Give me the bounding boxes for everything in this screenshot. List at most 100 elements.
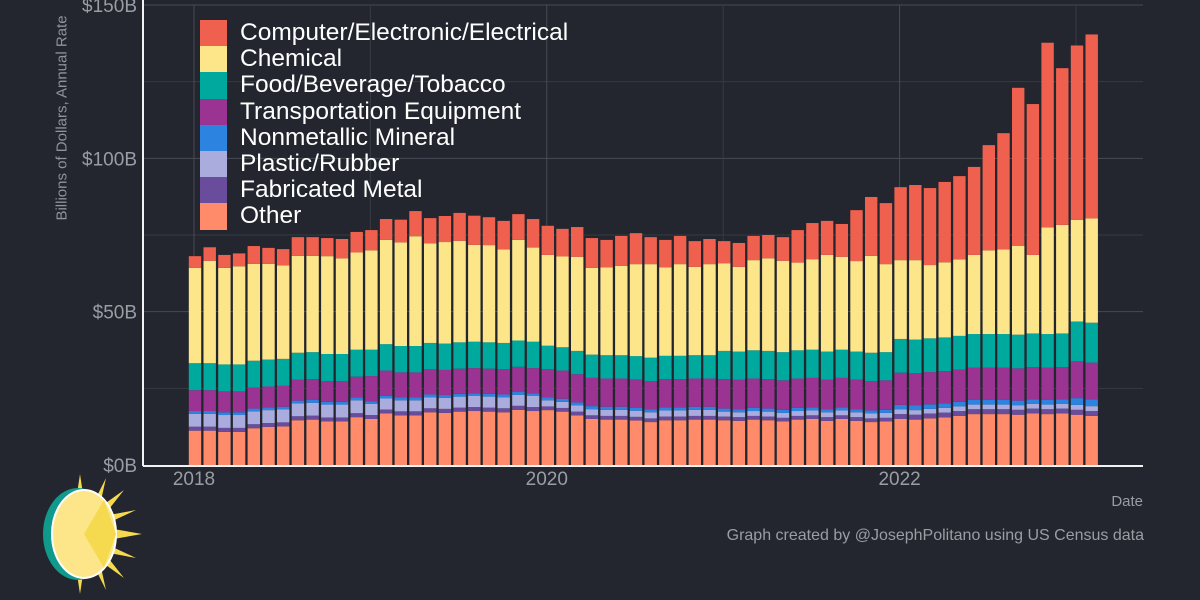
bar-segment-computer-electronic-electrical: [541, 225, 554, 255]
bar-segment-food-beverage-tobacco: [923, 338, 937, 373]
bar-segment-computer-electronic-electrical: [938, 181, 951, 263]
bar-segment-computer-electronic-electrical: [615, 235, 628, 266]
bar-segment-plastic-rubber: [718, 411, 731, 417]
bar-segment-food-beverage-tobacco: [1056, 333, 1069, 368]
bar-segment-food-beverage-tobacco: [203, 363, 216, 391]
bar-segment-transportation-equipment: [820, 379, 834, 410]
bar-segment-nonmetallic-mineral: [997, 399, 1010, 405]
bar-segment-computer-electronic-electrical: [497, 220, 510, 250]
bar-segment-chemical: [571, 256, 584, 351]
bar-segment-nonmetallic-mineral: [438, 395, 452, 398]
bar-segment-plastic-rubber: [850, 412, 863, 418]
bar-segment-computer-electronic-electrical: [659, 239, 672, 268]
bar-segment-food-beverage-tobacco: [806, 349, 819, 378]
bar-segment-plastic-rubber: [365, 403, 378, 416]
bar-segment-plastic-rubber: [820, 412, 834, 418]
bar-segment-food-beverage-tobacco: [1012, 334, 1025, 369]
bar-segment-computer-electronic-electrical: [571, 227, 584, 257]
bar-segment-chemical: [909, 260, 922, 340]
bar-segment-nonmetallic-mineral: [203, 411, 216, 414]
bar-segment-nonmetallic-mineral: [1056, 399, 1069, 404]
legend-swatch: [200, 177, 227, 204]
bar-segment-chemical: [791, 262, 804, 351]
bar-segment-computer-electronic-electrical: [262, 247, 275, 264]
bar-segment-other: [277, 426, 290, 465]
bar-segment-food-beverage-tobacco: [791, 350, 804, 379]
bar-segment-computer-electronic-electrical: [629, 233, 643, 265]
bar-segment-chemical: [1056, 224, 1069, 334]
bar-segment-fabricated-metal: [571, 411, 584, 416]
bar-segment-plastic-rubber: [262, 410, 275, 423]
bar-segment-nonmetallic-mineral: [350, 397, 363, 401]
bar-segment-chemical: [732, 266, 746, 352]
bar-segment-computer-electronic-electrical: [967, 166, 981, 255]
bar-segment-nonmetallic-mineral: [909, 405, 922, 411]
bar-segment-computer-electronic-electrical: [438, 215, 452, 243]
bar-segment-plastic-rubber: [232, 415, 246, 428]
bar-segment-nonmetallic-mineral: [644, 409, 657, 413]
bar-segment-fabricated-metal: [1026, 408, 1040, 414]
bar-segment-transportation-equipment: [791, 378, 804, 408]
bar-segment-computer-electronic-electrical: [718, 241, 731, 264]
bar-segment-transportation-equipment: [659, 379, 672, 408]
bar-segment-chemical: [262, 263, 275, 360]
bar-segment-food-beverage-tobacco: [1026, 333, 1040, 368]
legend-label: Other: [240, 202, 302, 230]
bar-segment-fabricated-metal: [967, 409, 981, 415]
bar-segment-transportation-equipment: [1056, 367, 1069, 400]
bar-segment-other: [806, 419, 819, 465]
bar-segment-plastic-rubber: [556, 401, 569, 408]
bar-segment-chemical: [894, 260, 907, 339]
bar-segment-food-beverage-tobacco: [909, 339, 922, 374]
bar-segment-other: [718, 420, 731, 465]
bar-segment-food-beverage-tobacco: [394, 346, 407, 373]
bar-segment-computer-electronic-electrical: [762, 235, 775, 259]
bar-segment-plastic-rubber: [291, 403, 305, 417]
bar-segment-fabricated-metal: [615, 415, 628, 420]
bar-segment-transportation-equipment: [1085, 362, 1098, 400]
bar-segment-plastic-rubber: [277, 409, 290, 423]
legend-label: Transportation Equipment: [240, 97, 521, 125]
bar-segment-food-beverage-tobacco: [247, 360, 260, 388]
bar-segment-fabricated-metal: [688, 415, 701, 420]
y-tick-label: $0B: [103, 456, 137, 477]
bar-segment-food-beverage-tobacco: [600, 355, 613, 379]
bar-segment-fabricated-metal: [982, 409, 995, 415]
bar-segment-transportation-equipment: [497, 369, 510, 395]
bar-segment-food-beverage-tobacco: [1085, 322, 1098, 363]
bar-segment-food-beverage-tobacco: [262, 359, 275, 387]
bar-segment-transportation-equipment: [365, 376, 378, 402]
bar-segment-transportation-equipment: [291, 379, 305, 401]
bar-segment-fabricated-metal: [438, 408, 452, 413]
bar-segment-fabricated-metal: [218, 427, 231, 432]
bar-segment-food-beverage-tobacco: [718, 350, 731, 380]
bar-segment-nonmetallic-mineral: [629, 407, 643, 411]
bar-segment-other: [909, 419, 922, 465]
bar-segment-plastic-rubber: [835, 410, 848, 416]
bar-segment-plastic-rubber: [409, 400, 422, 412]
bar-segment-nonmetallic-mineral: [659, 407, 672, 411]
bar-segment-plastic-rubber: [688, 409, 701, 416]
bar-segment-transportation-equipment: [953, 369, 966, 402]
x-axis-title: Date: [1111, 493, 1143, 510]
bar-segment-nonmetallic-mineral: [776, 409, 790, 413]
bar-segment-other: [482, 411, 496, 465]
bar-segment-other: [644, 422, 657, 465]
bar-segment-nonmetallic-mineral: [1070, 398, 1084, 405]
bar-segment-computer-electronic-electrical: [379, 219, 393, 240]
bar-segment-other: [438, 412, 452, 465]
bar-segment-fabricated-metal: [232, 427, 246, 432]
bar-segment-computer-electronic-electrical: [1070, 45, 1084, 220]
bar-segment-nonmetallic-mineral: [615, 406, 628, 410]
bar-segment-computer-electronic-electrical: [247, 246, 260, 264]
bar-segment-computer-electronic-electrical: [350, 231, 363, 253]
bar-segment-fabricated-metal: [453, 407, 466, 412]
bar-segment-fabricated-metal: [468, 407, 481, 412]
bar-segment-fabricated-metal: [762, 416, 775, 421]
bar-segment-food-beverage-tobacco: [291, 352, 305, 380]
bar-segment-plastic-rubber: [967, 404, 981, 410]
bar-segment-fabricated-metal: [526, 407, 540, 412]
bar-segment-transportation-equipment: [806, 377, 819, 408]
bar-segment-food-beverage-tobacco: [277, 358, 290, 386]
bar-segment-chemical: [644, 264, 657, 358]
